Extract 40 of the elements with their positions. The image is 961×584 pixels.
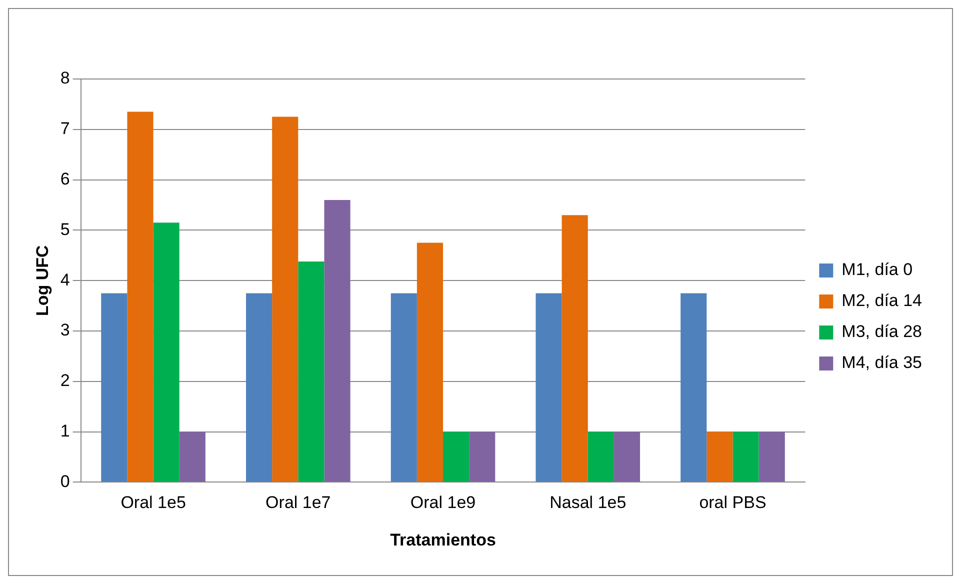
bar <box>588 432 614 482</box>
bar <box>706 432 733 482</box>
y-tick-label: 8 <box>60 68 70 88</box>
bar <box>614 432 640 482</box>
bar <box>469 432 496 482</box>
bar <box>324 200 350 482</box>
y-tick-label: 0 <box>60 472 70 491</box>
bar <box>680 293 707 482</box>
bar <box>127 112 154 482</box>
bar <box>153 222 180 482</box>
x-axis-title: Tratamientos <box>390 530 496 550</box>
x-tick-label: Oral 1e7 <box>266 493 331 512</box>
bar <box>390 293 417 482</box>
bar <box>272 116 298 482</box>
y-tick-label: 3 <box>60 320 70 340</box>
y-tick-label: 4 <box>60 270 70 290</box>
y-tick-label: 2 <box>60 371 70 390</box>
bar <box>536 293 562 482</box>
bar <box>562 215 588 482</box>
bar <box>732 432 759 482</box>
y-tick-label: 6 <box>60 169 70 188</box>
bar <box>101 293 128 482</box>
bar <box>179 432 206 482</box>
x-tick-label: Oral 1e5 <box>120 493 186 512</box>
legend-label: M1, día 0 <box>842 260 913 280</box>
y-axis-title: Log UFC <box>32 245 52 316</box>
x-tick-label: Nasal 1e5 <box>550 493 626 512</box>
y-tick-label: 1 <box>60 421 70 440</box>
y-tick-label: 7 <box>60 119 70 138</box>
bar <box>298 261 324 482</box>
bar <box>416 242 444 482</box>
bar <box>246 293 272 482</box>
y-tick-label: 5 <box>60 220 70 239</box>
x-tick-label: Oral 1e9 <box>410 493 476 512</box>
legend-label: M3, día 28 <box>842 322 922 342</box>
legend-label: M2, día 14 <box>842 291 922 310</box>
x-tick-label: oral PBS <box>699 493 766 512</box>
bar <box>758 432 785 482</box>
legend-label: M4, día 35 <box>842 353 922 372</box>
bar <box>443 432 470 482</box>
